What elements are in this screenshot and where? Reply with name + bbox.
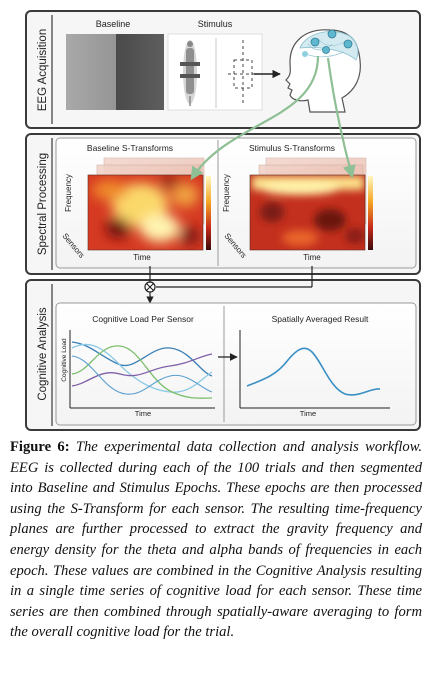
baseline-epoch-light (66, 34, 116, 110)
acquisition-side-label: EEG Acquisition (37, 29, 49, 111)
baseline-label: Baseline (96, 19, 131, 29)
workflow-diagram: EEG Acquisition Baseline Stimulus (25, 10, 421, 431)
per-sensor-title: Cognitive Load Per Sensor (92, 314, 194, 324)
spatial-average-chart: Time (239, 330, 390, 418)
stimulus-s-transforms-title: Stimulus S-Transforms (249, 143, 335, 153)
baseline-heatmap (88, 175, 203, 250)
acquisition-to-spectral-connectors (190, 55, 356, 181)
stimulus-image (167, 33, 263, 111)
spectral-side-label: Spectral Processing (37, 153, 49, 255)
baseline-time-axis: Time (133, 253, 151, 262)
cognitive-analysis-panel: Cognitive Analysis Cognitive Load Per Se… (25, 266, 421, 431)
per-sensor-chart: Cognitive Load Time (61, 330, 215, 418)
sensor-series-line (71, 353, 213, 387)
cognitive-side-label: Cognitive Analysis (37, 307, 49, 401)
spectral-to-cognitive-connector (144, 266, 313, 304)
per-sensor-xlabel: Time (135, 409, 151, 418)
spatial-average-xlabel: Time (300, 409, 316, 418)
per-sensor-ylabel: Cognitive Load (61, 338, 68, 382)
caption-label: Figure 6: (10, 439, 70, 455)
sensor-series-line (71, 355, 213, 395)
sensor-series-line (71, 343, 213, 393)
stimulus-label: Stimulus (198, 19, 233, 29)
spatial-average-title: Spatially Averaged Result (272, 314, 369, 324)
baseline-epoch-dark (116, 34, 164, 110)
baseline-spectrogram-stack (87, 157, 211, 251)
caption-text: The experimental data collection and ana… (10, 439, 422, 641)
spectral-processing-panel: Spectral Processing Baseline S-Transform… (25, 133, 421, 275)
stimulus-colorbar (368, 176, 373, 250)
stimulus-heatmap (250, 175, 365, 250)
baseline-frequency-axis: Frequency (64, 174, 73, 212)
stimulus-time-axis: Time (303, 253, 321, 262)
stimulus-frequency-axis: Frequency (222, 174, 231, 212)
figure-caption: Figure 6: The experimental data collecti… (10, 437, 422, 643)
sensor-series-line (71, 345, 213, 399)
eeg-acquisition-panel: EEG Acquisition Baseline Stimulus (25, 10, 421, 129)
baseline-s-transforms-title: Baseline S-Transforms (87, 143, 173, 153)
averaged-result-line (246, 347, 381, 396)
stimulus-spectrogram-stack (249, 157, 373, 251)
baseline-colorbar (206, 176, 211, 250)
